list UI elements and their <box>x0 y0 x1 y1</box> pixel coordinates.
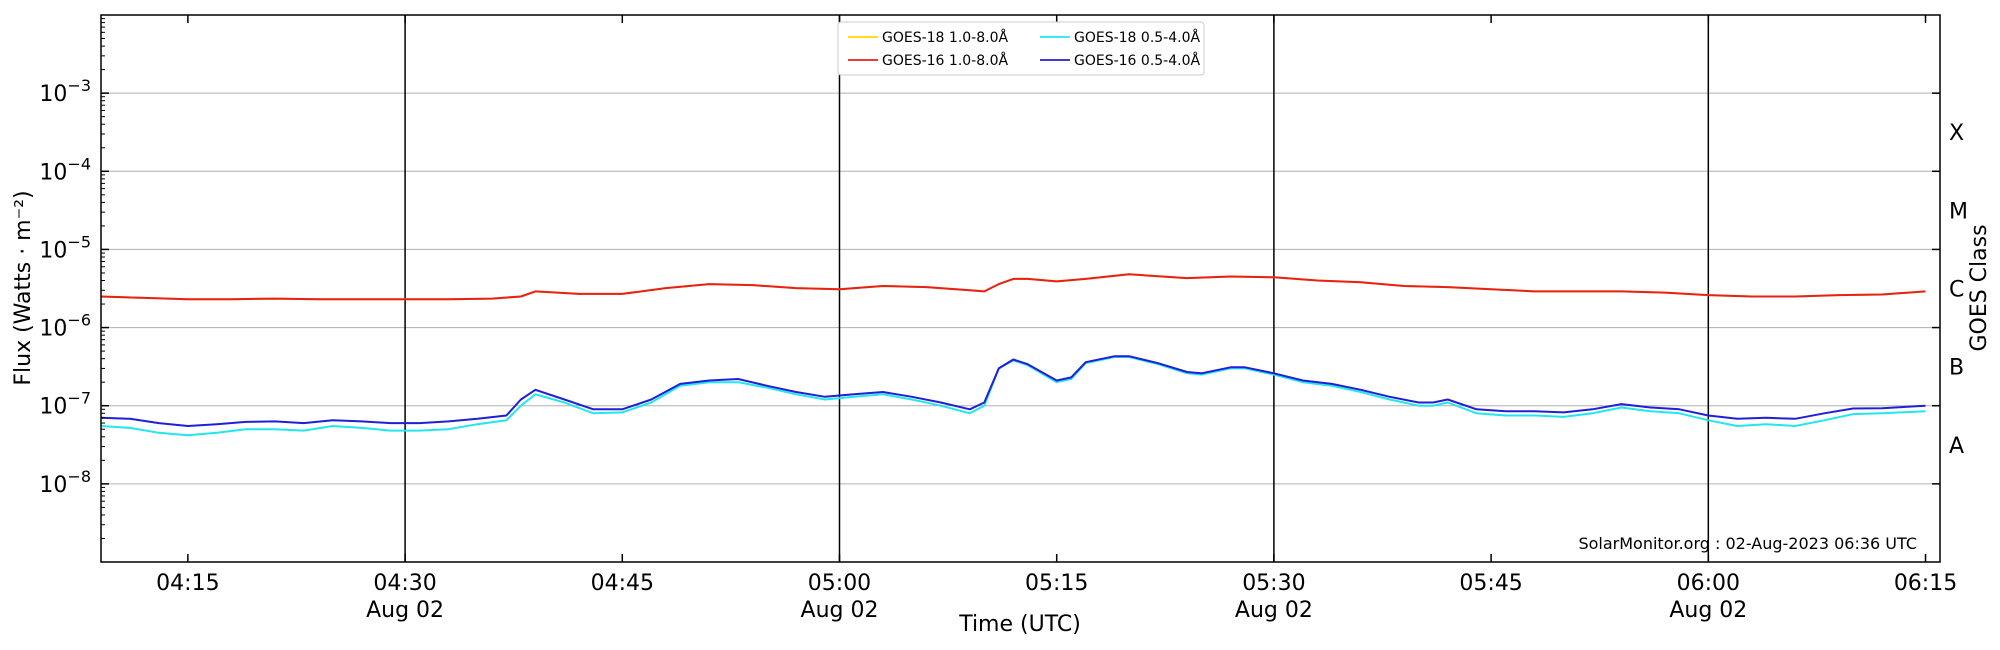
goes-class-label: M <box>1949 199 1968 224</box>
legend-label: GOES-18 0.5-4.0Å <box>1074 29 1200 46</box>
series-line <box>100 356 1926 437</box>
legend-label: GOES-16 1.0-8.0Å <box>882 52 1008 69</box>
y-tick-label: 10−8 <box>39 467 91 498</box>
series-line <box>100 355 1926 427</box>
series-line <box>100 273 1926 301</box>
axis-ticks <box>101 15 1940 562</box>
y-tick-label: 10−3 <box>39 76 91 107</box>
x-tick-label: 05:30 <box>1242 571 1305 596</box>
x-tick-label: 04:15 <box>156 571 219 596</box>
legend-box <box>837 21 1205 76</box>
series-lines <box>100 273 1926 437</box>
x-tick-label: 04:45 <box>591 571 654 596</box>
day-vertical-lines <box>404 15 1710 562</box>
goes-class-label: X <box>1949 121 1964 146</box>
legend: GOES-18 1.0-8.0Å GOES-16 1.0-8.0Å GOES-18 … <box>837 21 1205 76</box>
goes-class-label: A <box>1949 434 1964 459</box>
x-tick-label: 06:00 <box>1677 571 1740 596</box>
y-tick-label: 10−7 <box>39 389 91 420</box>
goes-class-label: C <box>1949 278 1964 303</box>
y-tick-label: 10−5 <box>39 232 91 263</box>
y-axis-title: Flux (Watts · m⁻²) <box>11 190 36 385</box>
y-tick-label: 10−6 <box>39 311 91 342</box>
x-tick-date-label: Aug 02 <box>1669 598 1747 623</box>
x-tick-label: 05:45 <box>1459 571 1522 596</box>
x-tick-date-label: Aug 02 <box>366 598 444 623</box>
legend-label: GOES-18 1.0-8.0Å <box>882 29 1008 46</box>
goes-class-axis-title: GOES Class <box>1967 224 1992 351</box>
x-tick-date-label: Aug 02 <box>801 598 879 623</box>
x-tick-label: 05:15 <box>1025 571 1088 596</box>
x-tick-label: 05:00 <box>808 571 871 596</box>
legend-label: GOES-16 0.5-4.0Å <box>1074 52 1200 69</box>
x-tick-label: 06:15 <box>1894 571 1957 596</box>
y-tick-label: 10−4 <box>39 154 91 185</box>
x-tick-label: 04:30 <box>373 571 436 596</box>
grid-lines <box>101 92 1940 485</box>
x-tick-date-label: Aug 02 <box>1235 598 1313 623</box>
plot-frame <box>100 14 1941 563</box>
credit-text: SolarMonitor.org : 02-Aug-2023 06:36 UTC <box>1578 534 1917 553</box>
goes-class-label: B <box>1949 356 1964 381</box>
x-axis-title: Time (UTC) <box>958 612 1081 637</box>
